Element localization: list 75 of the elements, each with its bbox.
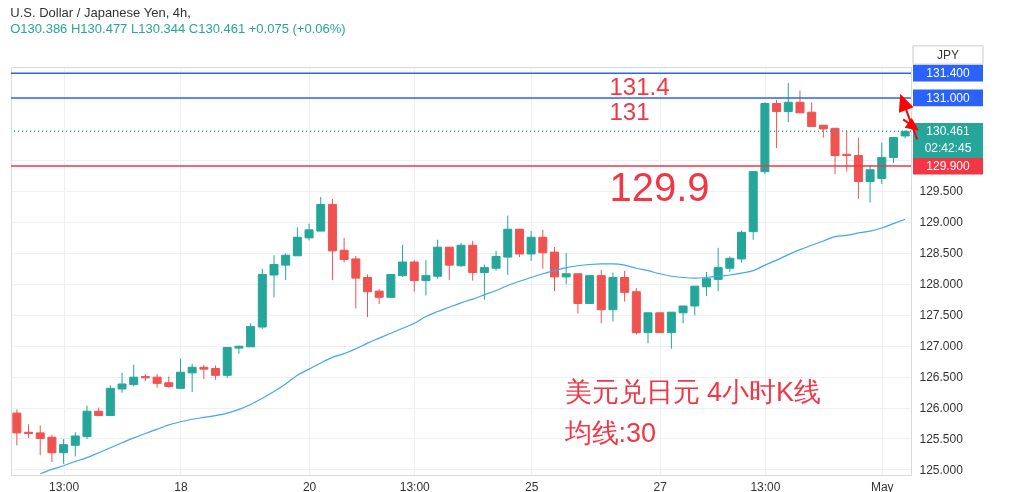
- candlestick: [888, 136, 898, 164]
- candlestick: [865, 164, 875, 204]
- candlestick: [783, 82, 793, 123]
- candlestick: [655, 312, 665, 334]
- annotation: 129.9: [609, 165, 710, 210]
- candlestick: [70, 431, 80, 457]
- y-tick-label: 126.000: [919, 401, 964, 416]
- candlestick: [479, 264, 489, 301]
- x-tick-label: 25: [524, 479, 539, 492]
- y-tick-label: 125.500: [919, 431, 964, 446]
- x-tick-label: 13:00: [750, 479, 781, 492]
- text: JPY: [936, 48, 960, 62]
- candlestick: [199, 364, 209, 380]
- candlestick: [234, 345, 244, 355]
- candlestick: [444, 246, 454, 281]
- candlestick: [117, 372, 127, 394]
- ref-line-label: 130.461: [926, 124, 971, 139]
- y-tick-label: 128.000: [919, 277, 964, 292]
- ref-line-label: 131.400: [926, 66, 971, 81]
- ref-line-label: 131.000: [926, 90, 971, 105]
- candlestick: [561, 252, 571, 285]
- candlestick: [526, 230, 536, 262]
- candlestick: [351, 255, 361, 309]
- text: 02:42:45: [924, 141, 972, 156]
- y-tick-label: 129.500: [919, 184, 964, 199]
- candlestick: [269, 254, 279, 298]
- candlestick: [246, 322, 256, 348]
- candlestick: [678, 305, 688, 324]
- candlestick: [538, 229, 548, 270]
- candlestick: [47, 434, 57, 463]
- candlestick: [666, 311, 676, 350]
- x-tick-label: 13:00: [49, 479, 80, 492]
- candlestick: [12, 408, 22, 446]
- y-tick-label: 129.000: [919, 215, 964, 230]
- candlestick: [152, 373, 162, 389]
- candlestick: [795, 90, 805, 114]
- candlestick: [386, 273, 396, 298]
- candlestick: [713, 247, 723, 292]
- candlestick: [842, 129, 852, 173]
- candlestick: [129, 364, 139, 387]
- candlestick: [35, 424, 45, 456]
- candlestick: [701, 271, 711, 297]
- chart-title: U.S. Dollar / Japanese Yen, 4h,: [10, 4, 191, 20]
- line-series: [39, 218, 906, 475]
- candlestick: [362, 273, 372, 318]
- x-tick-label: 20: [302, 479, 317, 492]
- candlestick: [175, 358, 185, 389]
- y-tick-label: 127.000: [919, 339, 964, 354]
- candlestick: [409, 259, 419, 293]
- candlestick: [807, 101, 817, 128]
- x-tick-label: 18: [174, 479, 188, 492]
- candlestick: [281, 252, 291, 281]
- candlestick: [187, 363, 197, 393]
- y-tick-label: 125.000: [919, 462, 964, 477]
- y-tick-label: 128.500: [919, 246, 964, 261]
- candlestick: [620, 270, 630, 303]
- ref-line-label: 129.900: [926, 159, 971, 174]
- candlestick: [877, 142, 887, 185]
- y-tick-label: 127.500: [919, 308, 964, 323]
- annotation: 均线:30: [563, 418, 657, 449]
- candlestick: [421, 259, 431, 296]
- candlestick: [690, 285, 700, 316]
- candlestick: [643, 312, 653, 344]
- candlestick: [772, 99, 782, 149]
- candlestick: [398, 244, 408, 278]
- candlestick: [491, 250, 501, 272]
- candlestick: [339, 237, 349, 264]
- candlestick: [456, 242, 466, 268]
- candlestick: [59, 438, 69, 465]
- candlestick: [292, 226, 302, 257]
- x-tick-label: 27: [653, 479, 668, 492]
- x-tick-label: 13:00: [399, 479, 431, 492]
- y-tick-label: 126.500: [919, 370, 964, 385]
- chart-subtitle: O130.386 H130.477 L130.344 C130.461 +0.075 (+0.06%): [10, 20, 346, 36]
- annotation: 美元兑日元 4小时K线: [564, 377, 822, 408]
